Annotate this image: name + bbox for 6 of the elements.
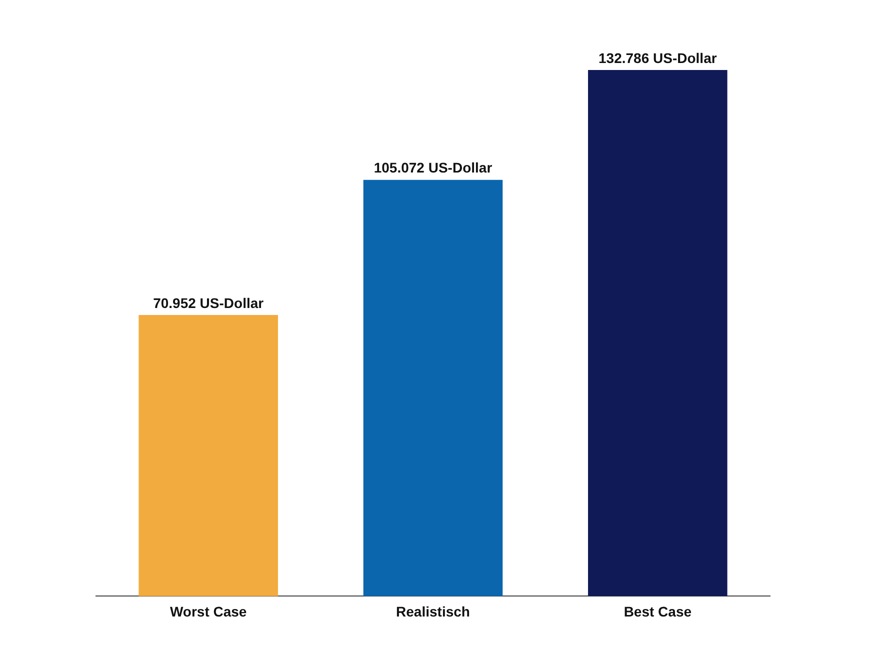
data-label: 132.786 US-Dollar [598,50,718,66]
x-tick-label: Best Case [624,603,692,620]
data-label: 70.952 US-Dollar [153,294,264,311]
data-label: 105.072 US-Dollar [374,160,493,176]
x-tick-label: Realistisch [396,603,470,620]
x-tick-label: Worst Case [170,603,247,620]
